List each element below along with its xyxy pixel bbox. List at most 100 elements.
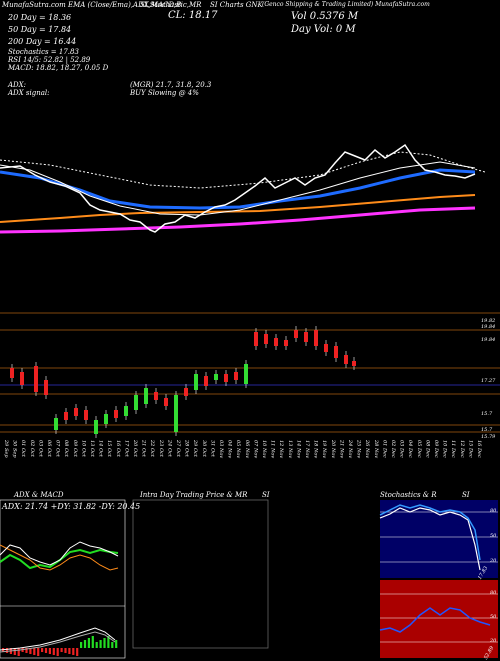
adx-panel-title: ADX & MACD xyxy=(14,491,64,499)
header-title-right: (Genco Shipping & Trading Limited) Munaf… xyxy=(262,1,430,8)
candle-body xyxy=(114,410,118,418)
date-label: 02 Dec xyxy=(390,440,396,458)
price-axis-label: 19.84 xyxy=(481,324,496,330)
macd-bar xyxy=(111,642,114,648)
date-label: 09 Dec xyxy=(433,440,439,458)
candle-body xyxy=(10,368,14,378)
macd-bar xyxy=(91,636,94,648)
adx-signal-value: BUY Slowing @ 4% xyxy=(130,89,199,97)
stochastics-label: Stochastics = 17.83 xyxy=(8,48,79,56)
stoch-level-20: 20 xyxy=(490,558,497,564)
price-axis-label: 19.82 xyxy=(481,318,496,324)
date-label: 11 Nov xyxy=(270,440,276,458)
ema200-label: 200 Day = 16.44 xyxy=(8,37,77,46)
macd-bar xyxy=(83,640,87,648)
macd-bar xyxy=(68,648,71,654)
macd-bar xyxy=(56,648,59,656)
date-label: 08 Oct xyxy=(63,440,69,458)
candle-body xyxy=(64,412,68,420)
date-label: 15 Oct xyxy=(106,440,112,458)
date-label: 29 Oct xyxy=(192,439,198,458)
intraday-panel-title-2: SI xyxy=(262,491,270,499)
candle-body xyxy=(20,372,24,385)
macd-bar xyxy=(60,648,63,652)
candle-body xyxy=(94,420,98,434)
date-label: 01 Dec xyxy=(381,440,387,458)
stoch-blue-line xyxy=(379,504,481,561)
date-label: 06 Oct xyxy=(46,440,52,458)
date-label: 04 Dec xyxy=(407,440,413,458)
macd-bar xyxy=(80,642,83,648)
header-title-mid2: SI Charts GNK xyxy=(210,1,263,9)
candle-body xyxy=(104,414,108,424)
macd-signal-line xyxy=(0,631,116,653)
macd-bar xyxy=(5,648,9,653)
date-label: 19 Nov xyxy=(321,440,327,458)
date-label: 07 Oct xyxy=(55,440,61,458)
date-label: 27 Oct xyxy=(175,439,181,458)
macd-bar xyxy=(107,636,110,648)
macd-bar xyxy=(44,648,48,653)
ema-magenta-line xyxy=(0,206,476,234)
candlesticks xyxy=(10,326,356,438)
candle-body xyxy=(244,364,248,384)
candle-body xyxy=(314,330,318,346)
candle-body xyxy=(84,410,88,420)
candle-body xyxy=(264,334,268,344)
price-gridlines xyxy=(0,312,500,433)
rsi-panel xyxy=(380,580,498,658)
date-label: 25 Nov xyxy=(356,439,362,458)
date-label: 04 Nov xyxy=(227,440,233,458)
macd-bar xyxy=(76,648,79,656)
date-label: 22 Oct xyxy=(149,439,155,458)
date-label: 28 Nov xyxy=(373,439,379,458)
date-label: 08 Dec xyxy=(424,440,430,458)
candle-body xyxy=(352,361,356,366)
candle-body xyxy=(204,376,208,386)
candle-body xyxy=(214,374,218,380)
candle-body xyxy=(234,372,238,380)
date-label: 13 Nov xyxy=(287,440,293,458)
adx-label: ADX: xyxy=(8,81,27,89)
macd-bar xyxy=(48,648,51,654)
candle-body xyxy=(144,388,148,404)
date-label: 15 Dec xyxy=(467,440,473,458)
macd-label: MACD: 18.82, 18.27, 0.05 D xyxy=(8,64,109,72)
macd-bar xyxy=(87,638,90,648)
stoch-level-50: 50 xyxy=(490,533,497,539)
candle-body xyxy=(184,388,188,396)
header-title-left: MunafaSutra.com EMA (Close/Ema),ADX,MACD… xyxy=(2,1,182,9)
candle-body xyxy=(124,406,128,416)
date-label: 16 Dec xyxy=(476,440,482,458)
price-axis-label: 15.7 xyxy=(481,427,493,433)
candle-body xyxy=(294,330,298,338)
rsi-blue-line xyxy=(379,607,491,633)
rsi-label: RSI 14/5: 52.82 | 52.89 xyxy=(8,56,91,64)
volume-label: Vol 0.5376 M xyxy=(291,11,359,22)
rsi-level-50: 50 xyxy=(490,614,497,620)
price-axis-label: 19.84 xyxy=(481,337,496,343)
date-label: 03 Dec xyxy=(399,440,405,458)
macd-bar xyxy=(72,648,75,655)
date-label: 17 Nov xyxy=(304,440,310,458)
price-axis-label: 15.7 xyxy=(481,411,493,417)
date-axis: 29 Sep 30 Sep 01 Oct 02 Oct 03 Oct 06 Oct 07 O… xyxy=(3,439,482,458)
stoch-panel-title: Stochastics & R xyxy=(380,491,437,499)
candle-body xyxy=(224,374,228,382)
close-price: CL: 18.17 xyxy=(168,10,218,21)
adx-panel-frame xyxy=(0,499,126,659)
macd-bar xyxy=(13,648,16,655)
date-label: 01 Oct xyxy=(20,440,26,458)
date-label: 14 Oct xyxy=(98,440,104,458)
date-label: 07 Nov xyxy=(252,440,258,458)
date-label: 11 Dec xyxy=(450,440,456,458)
date-label: 12 Dec xyxy=(459,440,465,458)
candle-body xyxy=(344,355,348,364)
candle-body xyxy=(74,408,78,416)
candle-body xyxy=(154,392,158,400)
price-white-line xyxy=(0,143,476,233)
macd-bar xyxy=(99,640,102,648)
candle-body xyxy=(334,346,338,358)
candle-body xyxy=(34,366,38,392)
